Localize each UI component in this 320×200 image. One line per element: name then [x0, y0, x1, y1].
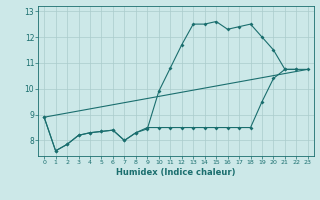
X-axis label: Humidex (Indice chaleur): Humidex (Indice chaleur)	[116, 168, 236, 177]
